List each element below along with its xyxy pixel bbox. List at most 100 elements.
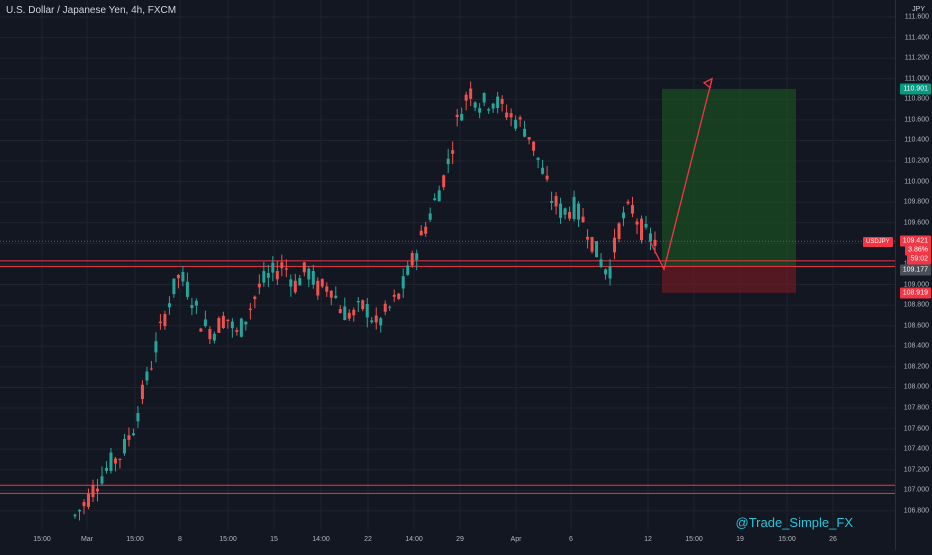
candle-body: [374, 315, 378, 323]
arrow-head-icon: [702, 77, 713, 89]
candle-body: [518, 117, 522, 120]
candle-body: [104, 467, 108, 471]
candle-body: [163, 314, 167, 327]
candle-body: [158, 321, 162, 324]
candle-body: [469, 88, 473, 99]
candle-body: [604, 269, 608, 275]
candle-body: [298, 278, 302, 286]
candle-body: [307, 268, 311, 280]
candle-body: [208, 329, 212, 340]
candle-body: [406, 265, 410, 275]
time-tick: 15:00: [219, 536, 237, 543]
price-tick: 108.000: [903, 383, 929, 391]
price-tick: 110.200: [904, 157, 929, 165]
chart-area[interactable]: U.S. Dollar / Japanese Yen, 4h, FXCM 15:…: [0, 0, 895, 550]
candle-body: [320, 279, 324, 287]
candle-body: [100, 476, 104, 484]
level-price-badge: 109.177: [899, 264, 931, 276]
time-tick: 14:00: [405, 536, 423, 543]
candle-body: [145, 371, 149, 381]
candle-body: [253, 296, 257, 300]
price-tick: 107.200: [903, 466, 929, 474]
price-tick: 107.800: [903, 404, 929, 412]
candle-body: [550, 200, 554, 203]
candle-body: [136, 413, 140, 422]
candle-body: [239, 318, 243, 337]
price-tick: 106.800: [903, 507, 929, 515]
candle-body: [527, 137, 531, 140]
current-price-badge: 109.421: [899, 235, 931, 247]
candle-body: [541, 167, 545, 174]
candle-body: [568, 211, 572, 219]
candle-body: [316, 280, 320, 296]
price-tick: 110.800: [904, 95, 929, 103]
candle-body: [235, 330, 239, 332]
candle-body: [302, 262, 306, 273]
price-tick: 107.000: [903, 486, 929, 494]
candle-body: [424, 226, 428, 234]
candle-body: [356, 300, 360, 303]
candle-body: [154, 341, 158, 353]
candle-body: [118, 458, 122, 460]
candle-body: [631, 205, 635, 214]
candle-body: [311, 271, 315, 285]
candle-body: [608, 266, 612, 279]
candle-body: [172, 278, 176, 295]
candle-body: [190, 305, 194, 308]
candle-body: [433, 198, 437, 201]
candle-body: [199, 328, 203, 332]
candle-body: [505, 112, 509, 118]
time-tick: Mar: [80, 536, 94, 543]
candle-body: [514, 119, 518, 129]
candle-body: [352, 309, 356, 316]
price-tick: 108.600: [903, 322, 929, 330]
candle-body: [185, 281, 189, 297]
candle-body: [379, 318, 383, 326]
price-chart[interactable]: [0, 0, 895, 550]
candle-body: [455, 114, 459, 118]
candle-body: [334, 295, 338, 298]
candle-body: [653, 239, 657, 246]
price-axis[interactable]: JPY 111.600 111.400 111.200 111.000 110.800 1…: [895, 0, 932, 550]
candle-body: [271, 262, 275, 273]
candle-body: [293, 280, 297, 293]
candle-body: [442, 175, 446, 188]
candle-body: [325, 286, 329, 292]
candle-body: [586, 236, 590, 240]
candle-body: [599, 259, 603, 268]
candle-body: [95, 488, 99, 492]
candle-body: [563, 208, 567, 215]
candle-body: [181, 272, 185, 282]
candle-body: [109, 452, 113, 472]
candle-body: [127, 435, 131, 440]
candle-body: [388, 306, 392, 308]
candle-body: [635, 221, 639, 225]
price-tick: 110.600: [904, 116, 929, 124]
time-tick: 8: [178, 536, 182, 543]
candle-body: [509, 113, 513, 118]
target-zone: [662, 88, 796, 267]
candle-body: [613, 237, 617, 253]
candle-body: [86, 493, 90, 507]
price-tick: 107.600: [903, 425, 929, 433]
candle-body: [122, 438, 126, 454]
candle-body: [77, 509, 81, 512]
candle-body: [554, 196, 558, 207]
price-tick: 111.200: [904, 54, 929, 62]
candle-body: [617, 223, 621, 239]
candle-body: [545, 175, 549, 180]
chart-title: U.S. Dollar / Japanese Yen, 4h, FXCM: [6, 5, 177, 16]
candle-body: [383, 303, 387, 312]
candle-body: [446, 158, 450, 165]
time-tick: 14:00: [312, 536, 330, 543]
candle-body: [397, 293, 401, 299]
price-tick: 107.400: [903, 445, 929, 453]
candle-body: [140, 384, 144, 400]
time-tick: 15:00: [126, 536, 144, 543]
candle-body: [419, 230, 423, 236]
candle-body: [464, 94, 468, 101]
candle-body: [289, 279, 293, 287]
candle-body: [82, 502, 86, 507]
time-tick: 6: [569, 536, 573, 543]
candle-body: [581, 216, 585, 223]
